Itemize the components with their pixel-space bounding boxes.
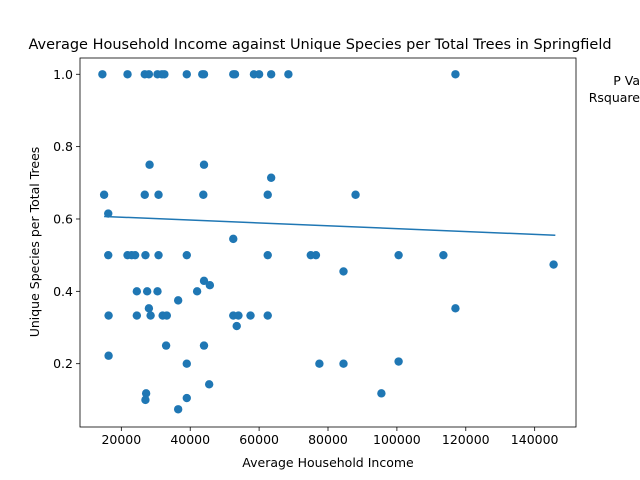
axes-frame: [79, 57, 577, 428]
data-point: [182, 250, 191, 260]
data-point: [104, 351, 113, 360]
data-point: [140, 190, 149, 199]
data-point: [263, 190, 272, 199]
data-point: [130, 250, 140, 260]
data-point: [154, 190, 163, 199]
data-point: [144, 70, 154, 79]
data-point: [339, 267, 348, 276]
x-tick-label: 20000: [101, 432, 141, 447]
data-point: [263, 250, 272, 260]
y-tick-label: 0.8: [53, 139, 73, 154]
data-point: [199, 190, 208, 199]
data-point: [199, 160, 209, 169]
data-point: [173, 405, 183, 414]
rsquare-annotation: Rsquare: [589, 90, 640, 105]
data-point: [199, 276, 209, 286]
data-point: [311, 250, 321, 260]
data-point: [123, 70, 132, 79]
data-point: [144, 304, 154, 313]
data-point: [394, 357, 403, 366]
data-point: [104, 209, 113, 218]
data-point: [246, 311, 255, 320]
data-point: [284, 70, 293, 79]
data-point: [141, 250, 150, 260]
data-point: [205, 280, 215, 290]
data-point: [141, 389, 151, 398]
data-point: [199, 341, 209, 350]
data-point: [230, 70, 240, 79]
data-point: [192, 287, 202, 296]
data-point: [145, 160, 154, 169]
data-point: [104, 311, 113, 320]
data-point: [104, 250, 113, 260]
x-tick-label: 140000: [511, 432, 559, 447]
data-point: [377, 389, 386, 398]
x-tick-label: 40000: [170, 432, 210, 447]
x-axis-label: Average Household Income: [242, 455, 414, 470]
data-point: [162, 311, 171, 320]
p-value-annotation: P Va: [613, 73, 640, 88]
data-point: [132, 311, 142, 320]
data-point: [142, 287, 152, 296]
chart-title: Average Household Income against Unique …: [28, 37, 611, 53]
data-point: [351, 190, 360, 199]
y-tick-label: 0.6: [53, 211, 73, 226]
data-point: [266, 70, 276, 79]
x-tick-label: 120000: [442, 432, 490, 447]
x-axis-ticks: 20000 40000 60000 80000 100000 120000 140000: [101, 427, 559, 447]
y-tick-label: 0.4: [53, 284, 73, 299]
data-point: [451, 304, 460, 313]
data-point: [161, 341, 171, 350]
data-point: [204, 380, 214, 389]
data-point: [234, 311, 243, 320]
data-point: [182, 70, 191, 79]
data-point: [339, 359, 348, 368]
data-point: [154, 250, 163, 260]
data-point: [232, 321, 241, 331]
data-point: [229, 234, 238, 244]
data-point: [451, 70, 460, 79]
data-point: [132, 287, 142, 296]
y-axis-label: Unique Species per Total Trees: [27, 147, 42, 338]
data-point: [263, 311, 272, 320]
trend-line: [104, 215, 556, 237]
y-axis-ticks: 0.2 0.4 0.6 0.8 1.0: [53, 67, 80, 371]
data-point: [549, 260, 558, 269]
data-point: [173, 296, 183, 305]
plot-area: [98, 70, 558, 414]
x-tick-label: 100000: [373, 432, 421, 447]
y-tick-label: 0.2: [53, 356, 73, 371]
data-point: [266, 173, 276, 182]
data-point: [146, 311, 155, 320]
data-point: [439, 250, 448, 260]
data-point: [394, 250, 403, 260]
data-point: [160, 70, 169, 79]
x-tick-label: 60000: [239, 432, 279, 447]
y-tick-label: 1.0: [53, 67, 73, 82]
data-point: [153, 287, 162, 296]
x-tick-label: 80000: [308, 432, 348, 447]
data-point: [182, 359, 191, 368]
data-point: [199, 70, 209, 79]
data-point: [182, 393, 191, 403]
data-point: [315, 359, 324, 368]
data-point: [98, 70, 107, 79]
data-point: [254, 70, 264, 79]
data-point: [99, 190, 109, 199]
data-point: [141, 395, 150, 405]
